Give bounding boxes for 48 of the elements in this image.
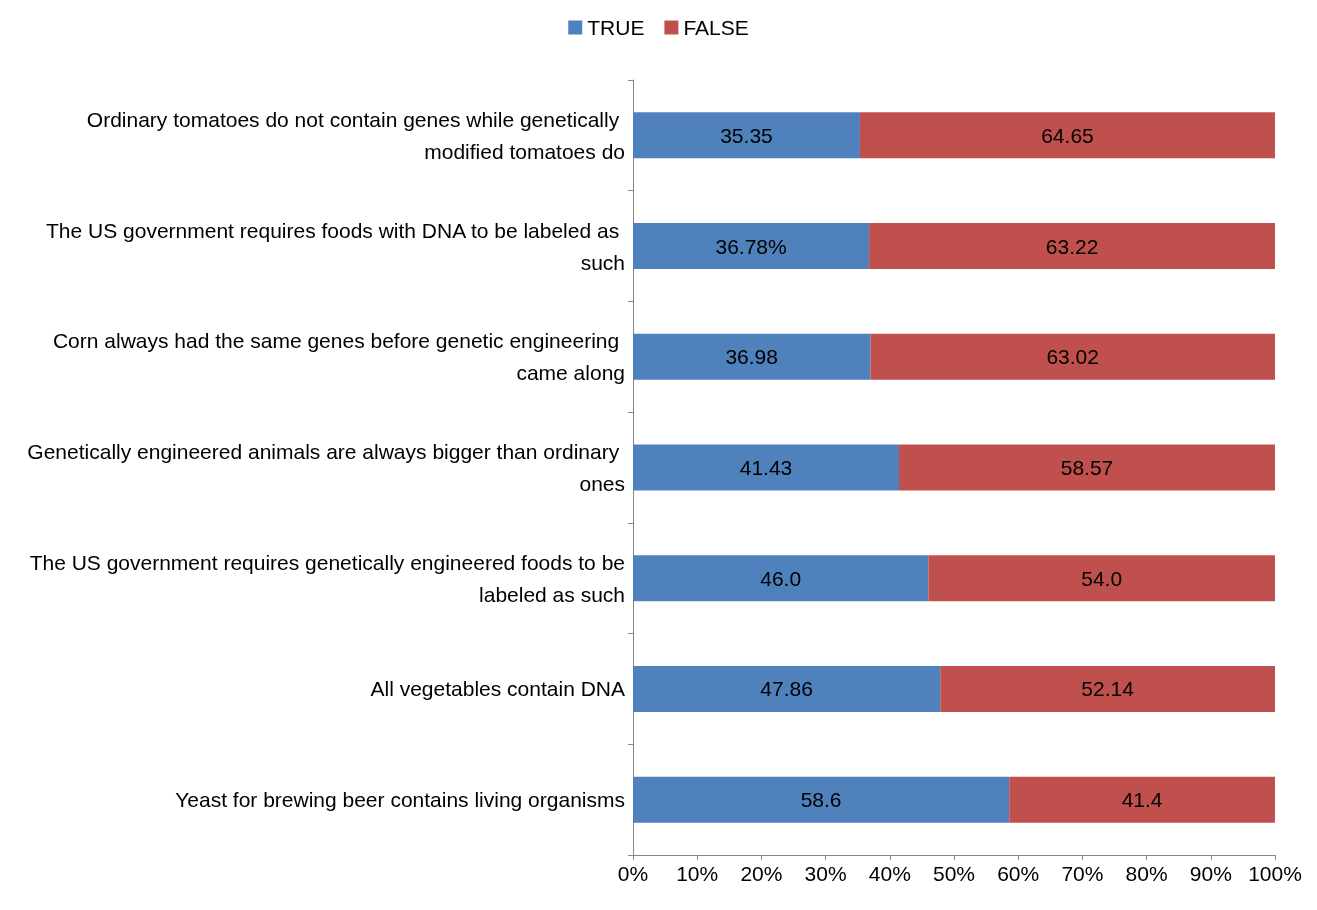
- bar: [869, 223, 1275, 270]
- bar: [928, 555, 1275, 602]
- data-label: 46.0: [760, 566, 802, 590]
- x-tick-label: 80%: [1125, 862, 1168, 885]
- bar: [870, 333, 1275, 380]
- data-label: 36.78%: [715, 234, 787, 258]
- y-tick-label: Yeast for brewing beer contains living organisms: [175, 788, 625, 812]
- x-tick-label: 30%: [804, 862, 847, 885]
- bar: [940, 665, 1275, 712]
- bar: [633, 555, 929, 602]
- x-tick-label: 20%: [740, 862, 783, 885]
- x-tick-label: 70%: [1061, 862, 1104, 885]
- y-tick-label: Genetically engineered animals are always bigger than ordinary ones: [27, 440, 625, 495]
- bar: [633, 333, 871, 380]
- data-label: 58.57: [1060, 456, 1114, 479]
- y-tick-label: Corn always had the same genes before genetic engineering came along: [52, 329, 625, 385]
- legend-label: FALSE: [683, 16, 749, 39]
- y-tick-label: Ordinary tomatoes do not contain genes while genetically modified tomatoes do: [86, 107, 625, 163]
- bar: [633, 665, 941, 712]
- x-tick-label: 90%: [1189, 862, 1232, 885]
- x-tick-label: 50%: [932, 862, 976, 885]
- bar: [633, 444, 899, 491]
- bar: [859, 112, 1275, 159]
- bar: [633, 223, 870, 270]
- data-label: 63.02: [1046, 345, 1099, 369]
- data-label: 54.0: [1081, 566, 1123, 590]
- bar: [633, 776, 1010, 823]
- data-label: 36.98: [725, 345, 778, 369]
- y-tick-label: The US government requires genetically engineered foods to be labeled as such: [29, 550, 625, 606]
- x-tick-label: 10%: [676, 862, 719, 885]
- data-label: 52.14: [1081, 677, 1135, 701]
- bar: [633, 112, 860, 159]
- data-label: 64.65: [1041, 123, 1094, 147]
- data-label: 41.4: [1121, 788, 1163, 812]
- y-tick-label: All vegetables contain DNA: [370, 677, 625, 701]
- data-label: 41.43: [739, 456, 793, 479]
- x-tick-label: 100%: [1248, 862, 1302, 885]
- data-label: 58.6: [800, 788, 842, 812]
- data-label: 47.86: [760, 677, 813, 701]
- legend-label: TRUE: [587, 16, 645, 39]
- x-tick-label: 40%: [868, 862, 911, 885]
- y-tick-label: The US government requires foods with DNA to be labeled as such: [46, 218, 625, 274]
- data-label: 63.22: [1045, 234, 1099, 258]
- data-label: 35.35: [720, 123, 773, 147]
- bar: [898, 444, 1275, 491]
- x-tick-label: 60%: [997, 862, 1040, 885]
- bar: [1009, 776, 1275, 823]
- x-tick-label: 0%: [617, 862, 649, 885]
